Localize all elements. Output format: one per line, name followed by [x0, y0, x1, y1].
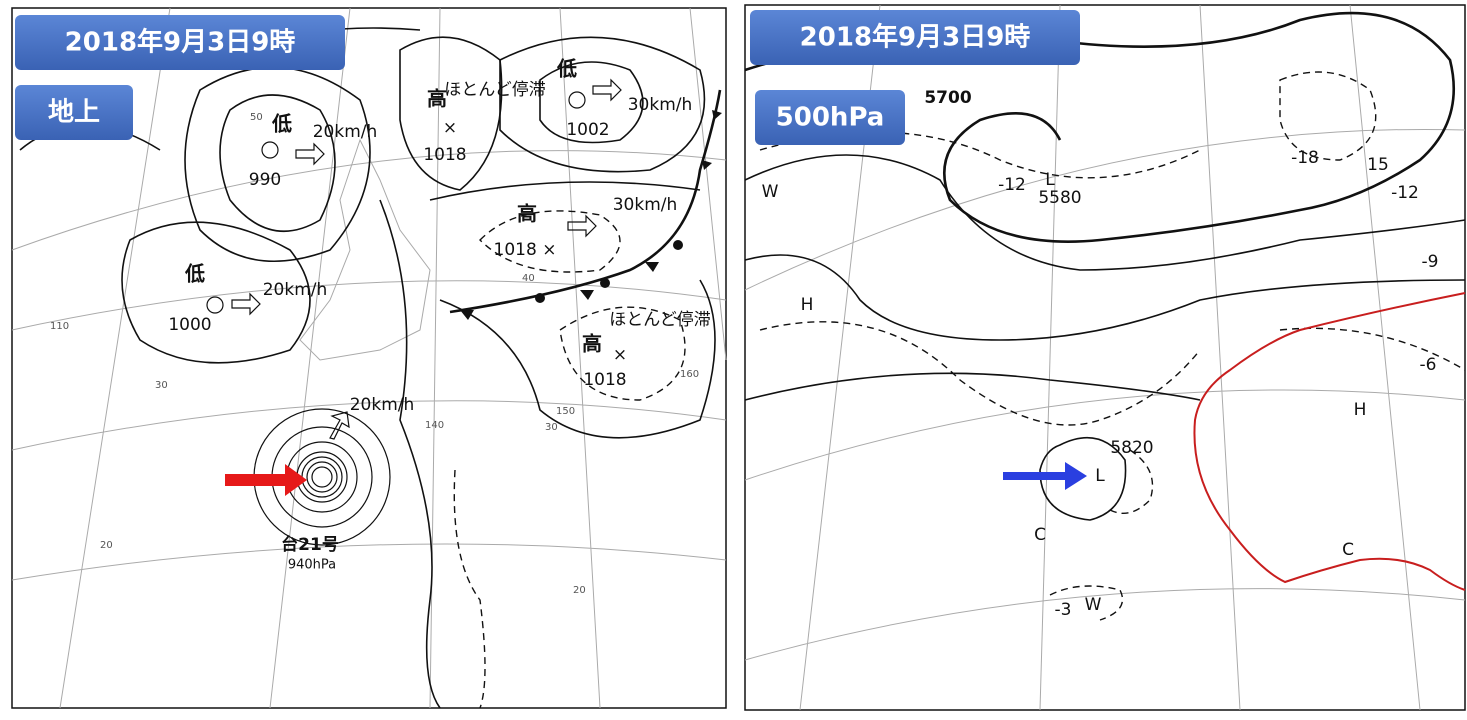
- high-center: ×: [443, 118, 457, 138]
- height-label: 5700: [924, 88, 971, 108]
- grid-label: 110: [50, 321, 69, 332]
- temperature-label: -6: [1420, 355, 1437, 375]
- low-symbol: 低: [184, 262, 205, 286]
- low-speed: 30km/h: [628, 95, 693, 115]
- low-symbol: 低: [271, 112, 292, 136]
- date-label: 2018年9月3日9時: [800, 22, 1031, 53]
- high-pressure: 1018: [423, 145, 466, 165]
- high-speed: 30km/h: [613, 195, 678, 215]
- high-pressure: 1018: [583, 370, 626, 390]
- low-speed: 20km/h: [313, 122, 378, 142]
- temperature-label: -12: [1391, 183, 1419, 203]
- grid-label: 150: [556, 406, 575, 417]
- center-symbol: H: [801, 295, 814, 315]
- low-pressure: 1000: [168, 315, 211, 335]
- high-symbol: 高: [582, 332, 602, 356]
- grid-label: 30: [545, 422, 558, 433]
- temperature-label: -18: [1291, 148, 1319, 168]
- high-pressure: 1018 ×: [494, 240, 557, 260]
- low-speed: 20km/h: [263, 280, 328, 300]
- center-symbol: H: [1354, 400, 1367, 420]
- date-label: 2018年9月3日9時: [65, 27, 296, 58]
- grid-label: 160: [680, 369, 699, 380]
- level-label: 地上: [48, 98, 100, 128]
- high-note: ほとんど停滞: [609, 310, 711, 330]
- center-symbol: W: [762, 182, 779, 202]
- grid-label: 40: [522, 273, 535, 284]
- level-label: 500hPa: [776, 103, 885, 133]
- grid-label: 20: [573, 585, 586, 596]
- temperature-label: -3: [1055, 600, 1072, 620]
- grid-label: 140: [425, 420, 444, 431]
- typhoon-speed: 20km/h: [350, 395, 415, 415]
- high-center: ×: [613, 345, 627, 365]
- high-symbol: 高: [427, 87, 447, 111]
- height-label: 5580: [1038, 188, 1081, 208]
- center-symbol: C: [1034, 525, 1046, 545]
- center-symbol: L: [1095, 466, 1105, 486]
- temperature-label: -12: [998, 175, 1026, 195]
- upper-air-map: 2018年9月3日9時 500hPa 5700 5580 5820 H H L …: [744, 4, 1466, 711]
- high-note: ほとんど停滞: [444, 80, 546, 100]
- surface-map: 2018年9月3日9時 地上 低 990 20km/h 低 1000 20km/…: [11, 7, 727, 709]
- temperature-label: -9: [1422, 252, 1439, 272]
- low-pressure: 1002: [566, 120, 609, 140]
- grid-label: 20: [100, 540, 113, 551]
- low-symbol: 低: [556, 57, 577, 81]
- typhoon-name: 台21号: [281, 534, 339, 555]
- grid-label: 50: [250, 112, 263, 123]
- temperature-label: 15: [1367, 155, 1389, 175]
- high-symbol: 高: [517, 202, 537, 226]
- center-symbol: C: [1342, 540, 1354, 560]
- typhoon-pressure: 940hPa: [288, 558, 336, 573]
- grid-label: 30: [155, 380, 168, 391]
- center-symbol: L: [1045, 170, 1055, 190]
- low-pressure: 990: [249, 170, 281, 190]
- height-label: 5820: [1110, 438, 1153, 458]
- center-symbol: W: [1085, 595, 1102, 615]
